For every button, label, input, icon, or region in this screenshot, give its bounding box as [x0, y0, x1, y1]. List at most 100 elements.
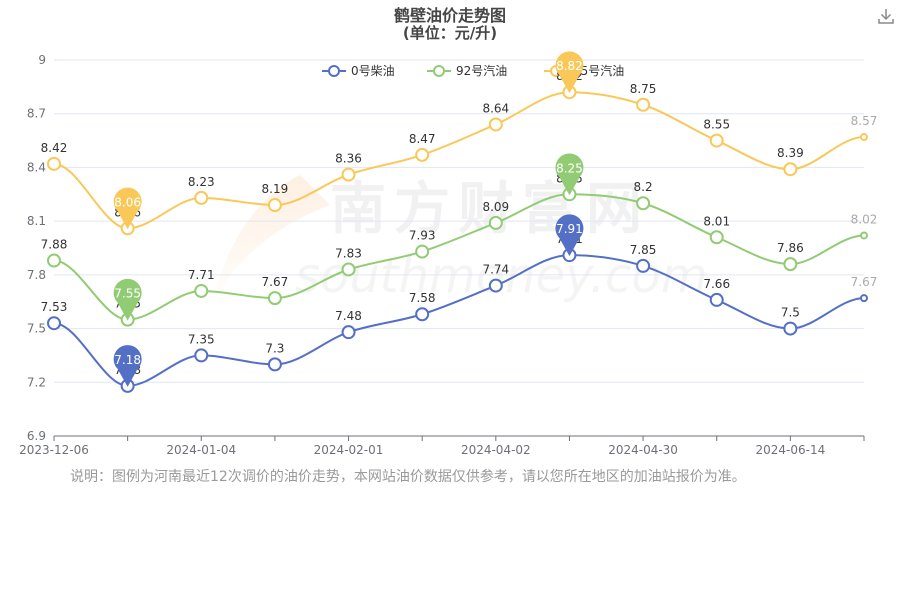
extreme-markers: 7.18 7.91 7.55 8.25 8.06 8.82	[113, 51, 584, 387]
data-label: 8.55	[703, 118, 730, 132]
pin-label: 8.06	[114, 195, 141, 209]
x-tick-label: 2024-06-14	[755, 443, 825, 457]
legend-symbol	[328, 65, 340, 77]
y-tick-label: 8.1	[27, 214, 46, 228]
data-label: 8.23	[188, 175, 215, 189]
data-label: 7.5	[781, 306, 800, 320]
extreme-pin: 7.91	[555, 214, 584, 257]
data-label: 7.83	[335, 246, 362, 260]
data-label: 8.2	[634, 180, 653, 194]
data-point	[636, 196, 651, 211]
pin-label: 8.82	[556, 59, 583, 73]
disclaimer-note: 说明：图例为河南最近12次调价的油价走势，本网站油价数据仅供参考，请以您所在地区…	[70, 469, 746, 485]
data-label: 7.35	[188, 332, 215, 346]
data-point	[709, 133, 724, 148]
x-tick-label: 2024-04-02	[461, 443, 531, 457]
legend-label: 92号汽油	[456, 63, 507, 78]
pin-label: 8.25	[556, 161, 583, 175]
x-axis: 2023-12-06 2024-01-04 2024-02-01 2024-04-02…	[19, 435, 865, 457]
extreme-pin: 8.82	[555, 51, 584, 94]
series-layer: 7.53 7.18 7.35 7.3 7.48 7.58 7.74 7.91 7.85 7.66 7…	[41, 69, 878, 393]
data-label: 8.36	[335, 152, 362, 166]
data-label: 7.86	[777, 241, 804, 255]
data-point	[47, 316, 61, 331]
data-point	[267, 291, 282, 306]
download-icon[interactable]	[876, 6, 896, 26]
y-tick-label: 8.7	[27, 107, 46, 121]
y-tick-label: 7.5	[27, 322, 46, 336]
legend-label: 0号柴油	[351, 64, 395, 78]
data-point	[415, 147, 430, 162]
pin-shape	[555, 51, 584, 94]
y-grid	[54, 59, 864, 383]
extreme-pin: 8.06	[113, 187, 142, 230]
data-label: 7.48	[335, 309, 362, 323]
data-label: 7.93	[409, 229, 436, 243]
watermark: 南方财富网 southmoney.com	[215, 175, 708, 304]
data-label: 8.42	[41, 141, 68, 155]
data-label: 8.01	[703, 214, 730, 228]
data-point	[488, 278, 503, 293]
data-point	[194, 190, 209, 205]
data-point	[636, 97, 651, 112]
series: 8.428.068.238.198.368.478.648.828.758.55…	[41, 69, 878, 236]
data-point	[341, 262, 356, 277]
data-point	[860, 132, 868, 141]
data-label: 8.57	[851, 114, 878, 128]
y-tick-label: 8.4	[27, 160, 46, 174]
chart-title: 鹤壁油价走势图	[394, 6, 506, 25]
y-tick-label: 6.9	[27, 429, 46, 443]
pin-shape	[555, 153, 584, 196]
data-point	[860, 231, 868, 240]
extreme-pin: 8.25	[555, 153, 584, 196]
legend-symbol	[433, 65, 445, 77]
data-label: 7.71	[188, 268, 215, 282]
data-point	[783, 257, 798, 272]
legend-label: 95号汽油	[573, 63, 624, 78]
series-line	[53, 254, 865, 387]
data-label: 7.3	[265, 341, 284, 355]
data-point	[267, 198, 282, 213]
pin-label: 7.91	[556, 222, 583, 236]
pin-shape	[113, 278, 142, 321]
data-label: 7.58	[409, 291, 436, 305]
data-label: 8.39	[777, 146, 804, 160]
data-point	[488, 117, 503, 132]
data-point	[194, 283, 209, 298]
data-point	[783, 162, 798, 177]
data-point	[194, 348, 209, 363]
series-line	[53, 91, 865, 230]
data-point	[47, 156, 61, 171]
y-tick-label: 9	[38, 53, 46, 67]
data-point	[488, 215, 503, 230]
data-point	[341, 325, 356, 340]
watermark-en: southmoney.com	[295, 248, 708, 304]
data-point	[415, 307, 430, 322]
x-tick-label: 2024-04-30	[608, 443, 678, 457]
data-point	[267, 357, 282, 372]
legend-item[interactable]: 92号汽油	[427, 63, 507, 78]
data-label: 7.85	[630, 243, 657, 257]
chart-subtitle: (单位：元/升)	[403, 24, 497, 42]
data-point	[709, 292, 724, 307]
pin-shape	[555, 214, 584, 257]
data-label: 8.64	[482, 101, 509, 115]
data-label: 7.67	[851, 275, 878, 289]
legend-item[interactable]: 0号柴油	[322, 64, 395, 78]
data-point	[415, 244, 430, 259]
watermark-logo-swoosh	[215, 175, 330, 300]
y-tick-label: 7.2	[27, 375, 46, 389]
series: 7.537.187.357.37.487.587.747.917.857.667…	[41, 232, 878, 393]
pin-shape	[113, 345, 142, 387]
y-axis: 6.9 7.2 7.5 7.8 8.1 8.4 8.7 9	[27, 53, 46, 443]
data-label: 7.88	[41, 238, 68, 252]
data-label: 8.47	[409, 132, 436, 146]
data-point	[860, 294, 868, 303]
data-label: 7.67	[262, 275, 289, 289]
data-label: 8.02	[851, 212, 878, 226]
data-point	[709, 230, 724, 245]
pin-label: 7.55	[114, 287, 141, 301]
data-label: 8.09	[482, 200, 509, 214]
data-label: 7.74	[482, 263, 509, 277]
